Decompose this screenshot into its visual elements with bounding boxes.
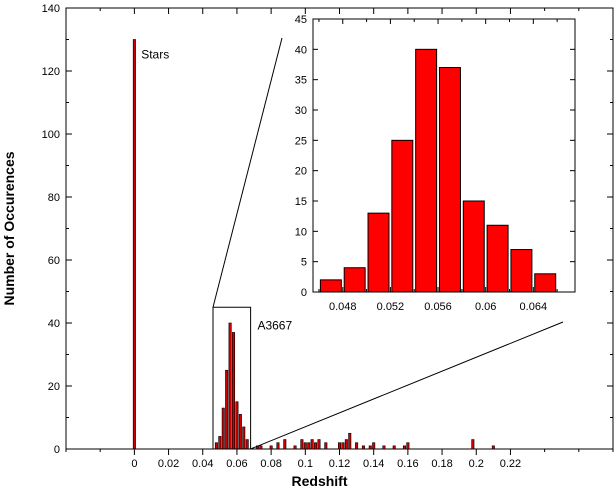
inset-y-tick-label: 45 xyxy=(295,14,307,26)
histogram-bar xyxy=(228,322,232,450)
inset-y-tick-label: 30 xyxy=(295,105,307,117)
inset-histogram-bar xyxy=(486,224,509,293)
inset-histogram-bar xyxy=(415,48,438,293)
y-tick-label: 40 xyxy=(48,318,60,330)
inset-y-tick-label: 5 xyxy=(301,257,307,269)
y-tick-label: 100 xyxy=(42,129,60,141)
histogram-bar xyxy=(341,442,345,450)
inset-y-tick-label: 20 xyxy=(295,166,307,178)
inset-y-tick-label: 15 xyxy=(295,196,307,208)
histogram-bar xyxy=(317,439,321,450)
histogram-bar xyxy=(218,436,222,450)
y-tick-label: 140 xyxy=(42,3,60,15)
inset-histogram-bar xyxy=(391,139,414,293)
y-tick-label: 60 xyxy=(48,255,60,267)
histogram-bar xyxy=(259,445,263,450)
cluster-annotation: A3667 xyxy=(257,318,292,332)
histogram-bar xyxy=(307,442,311,450)
histogram-bar xyxy=(300,439,304,450)
histogram-bar xyxy=(491,445,495,450)
histogram-bar xyxy=(355,442,359,450)
x-tick-label: 0.12 xyxy=(329,458,350,470)
x-tick-label: 0.08 xyxy=(260,458,281,470)
histogram-bar xyxy=(283,439,287,450)
histogram-bar xyxy=(392,445,396,450)
histogram-bar xyxy=(214,442,218,450)
inset-x-tick-label: 0.048 xyxy=(329,301,357,313)
inset-y-tick-label: 40 xyxy=(295,44,307,56)
histogram-bar xyxy=(310,439,314,450)
x-tick-label: 0.14 xyxy=(363,458,384,470)
y-tick-label: 20 xyxy=(48,381,60,393)
histogram-bar xyxy=(276,442,280,450)
y-axis-label: Number of Occurences xyxy=(1,151,17,305)
inset-histogram-bar xyxy=(534,273,557,293)
histogram-bar xyxy=(368,445,372,450)
histogram-bar xyxy=(382,445,386,450)
y-tick-label: 80 xyxy=(48,192,60,204)
x-tick-label: 0.02 xyxy=(158,458,179,470)
histogram-bar xyxy=(402,445,406,450)
inset-x-tick-label: 0.064 xyxy=(520,301,548,313)
inset-y-tick-label: 0 xyxy=(301,287,307,299)
inset-histogram: 0 5 10 15 20 25 30 35 40 45 0.048 0.052 0.056 0.06 0.0… xyxy=(295,14,576,313)
histogram-bar xyxy=(406,442,410,450)
stars-annotation: Stars xyxy=(141,47,169,61)
y-tick-label: 120 xyxy=(42,66,60,78)
inset-y-tick-label: 25 xyxy=(295,135,307,147)
histogram-bar xyxy=(238,414,242,450)
connector-line-upper xyxy=(212,37,283,308)
inset-histogram-bar xyxy=(510,249,533,293)
x-tick-label: 0 xyxy=(131,458,137,470)
histogram-bar xyxy=(225,369,229,450)
zoom-highlight-box xyxy=(212,306,252,450)
histogram-bar xyxy=(348,432,352,450)
zoom-connector-lines xyxy=(212,37,564,450)
x-tick-label: 0.18 xyxy=(431,458,452,470)
histogram-bar xyxy=(235,401,239,450)
inset-histogram-bar xyxy=(319,279,342,293)
histogram-bar xyxy=(221,407,225,450)
histogram-bar xyxy=(338,442,341,450)
histogram-bar xyxy=(303,442,307,450)
x-tick-label: 0.2 xyxy=(469,458,484,470)
histogram-bar xyxy=(314,442,318,450)
inset-x-tick-label: 0.06 xyxy=(475,301,496,313)
connector-line-lower xyxy=(250,321,564,450)
x-tick-label: 0.06 xyxy=(226,458,247,470)
y-tick-label: 0 xyxy=(54,444,60,456)
x-tick-label: 0.04 xyxy=(192,458,213,470)
histogram-bar xyxy=(344,439,348,450)
histogram-bar xyxy=(361,445,365,450)
histogram-bar xyxy=(324,442,328,450)
histogram-bar xyxy=(471,439,475,450)
inset-y-tick-label: 10 xyxy=(295,226,307,238)
x-tick-label: 0.1 xyxy=(298,458,313,470)
histogram-bar xyxy=(293,445,297,450)
histogram-bar xyxy=(372,442,376,450)
inset-x-tick-label: 0.052 xyxy=(377,301,405,313)
inset-histogram-bar xyxy=(343,267,366,293)
histogram-bar xyxy=(269,445,273,450)
inset-histogram-bar xyxy=(438,67,461,293)
inset-histogram-bar xyxy=(367,212,390,293)
histogram-bar xyxy=(132,39,136,450)
inset-x-tick-label: 0.056 xyxy=(424,301,452,313)
histogram-bar xyxy=(232,332,236,450)
inset-y-tick-label: 35 xyxy=(295,75,307,87)
x-tick-label: 0.16 xyxy=(397,458,418,470)
histogram-bar xyxy=(242,426,246,450)
inset-histogram-bar xyxy=(462,200,485,293)
x-axis-label: Redshift xyxy=(292,473,348,488)
histogram-bar xyxy=(245,439,249,450)
x-tick-label: 0.22 xyxy=(500,458,521,470)
